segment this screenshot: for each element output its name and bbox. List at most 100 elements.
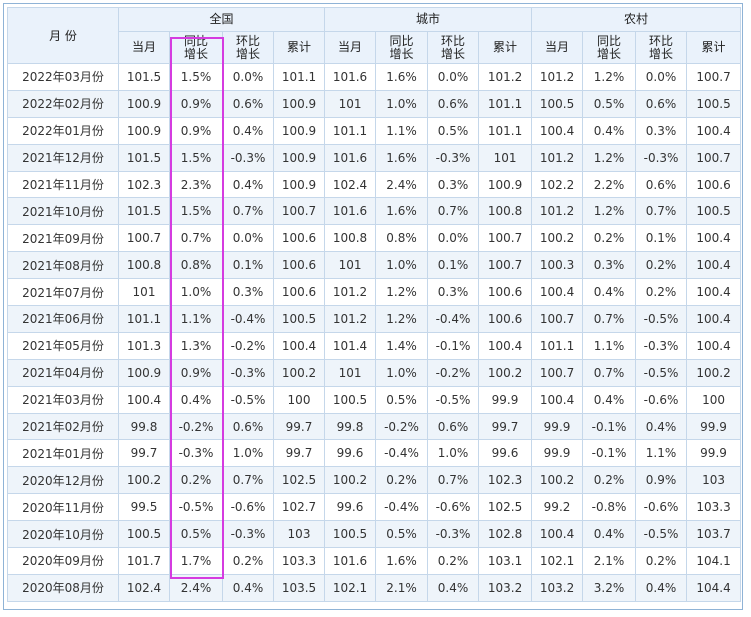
value-cell: 0.9% bbox=[635, 466, 688, 495]
month-cell: 2022年03月份 bbox=[7, 63, 119, 91]
value-cell: 0.2% bbox=[635, 278, 688, 307]
value-cell: 99.8 bbox=[118, 412, 170, 441]
value-cell: 100.2 bbox=[531, 224, 584, 253]
value-cell: 100.5 bbox=[686, 89, 742, 118]
value-cell: 100.4 bbox=[686, 251, 742, 280]
value-cell: 0.7% bbox=[169, 224, 223, 253]
value-cell: 100.7 bbox=[118, 224, 170, 253]
value-cell: 100.7 bbox=[686, 143, 742, 172]
value-cell: 0.3% bbox=[635, 116, 688, 145]
sub-header-line1: 当月 bbox=[131, 40, 156, 54]
value-cell: 101.1 bbox=[324, 116, 377, 145]
value-cell: 0.9% bbox=[169, 89, 223, 118]
value-cell: 101.2 bbox=[531, 63, 584, 91]
table-row: 2021年10月份 101.5 1.5% 0.7% 100.7 101.6 1.6% 0.7%… bbox=[7, 197, 742, 226]
value-cell: 102.5 bbox=[478, 493, 533, 522]
value-cell: 103.2 bbox=[478, 573, 533, 602]
value-cell: 100.2 bbox=[272, 358, 326, 387]
value-cell: -0.1% bbox=[582, 412, 637, 441]
value-cell: 101.1 bbox=[118, 305, 170, 333]
value-cell: 1.1% bbox=[375, 116, 429, 145]
value-cell: 100.4 bbox=[118, 385, 170, 414]
value-cell: 100.7 bbox=[478, 251, 533, 280]
value-cell: -0.3% bbox=[222, 143, 274, 172]
value-cell: 100.4 bbox=[531, 385, 584, 414]
month-header: 月 份 bbox=[7, 7, 119, 64]
sub-header-national-3: 累计 bbox=[272, 31, 326, 64]
value-cell: -0.2% bbox=[427, 358, 480, 387]
value-cell: 1.1% bbox=[582, 331, 637, 360]
value-cell: 0.4% bbox=[582, 278, 637, 307]
value-cell: 0.5% bbox=[582, 89, 637, 118]
value-cell: 100.9 bbox=[272, 89, 326, 118]
month-cell: 2020年10月份 bbox=[7, 520, 119, 549]
value-cell: 102.1 bbox=[531, 547, 584, 575]
value-cell: 99.7 bbox=[272, 439, 326, 468]
value-cell: 0.4% bbox=[582, 385, 637, 414]
value-cell: 0.0% bbox=[635, 63, 688, 91]
value-cell: -0.5% bbox=[635, 520, 688, 549]
month-cell: 2021年01月份 bbox=[7, 439, 119, 468]
table-row: 2021年07月份 101 1.0% 0.3% 100.6 101.2 1.2% 0.3% 10… bbox=[7, 278, 742, 307]
table-row: 2020年11月份 99.5 -0.5% -0.6% 102.7 99.6 -0.4% -0.… bbox=[7, 493, 742, 522]
value-cell: 100.9 bbox=[478, 170, 533, 199]
value-cell: 102.8 bbox=[478, 520, 533, 549]
value-cell: 0.4% bbox=[582, 116, 637, 145]
value-cell: 101 bbox=[324, 251, 377, 280]
value-cell: 100.8 bbox=[478, 197, 533, 226]
value-cell: 2.4% bbox=[169, 573, 223, 602]
value-cell: 0.2% bbox=[635, 547, 688, 575]
value-cell: 101.2 bbox=[478, 63, 533, 91]
value-cell: 102.1 bbox=[324, 573, 377, 602]
value-cell: 100.9 bbox=[118, 358, 170, 387]
value-cell: 100.3 bbox=[531, 251, 584, 280]
table-row: 2021年03月份 100.4 0.4% -0.5% 100 100.5 0.5% -0.5%… bbox=[7, 385, 742, 414]
value-cell: -0.3% bbox=[427, 520, 480, 549]
month-cell: 2022年02月份 bbox=[7, 89, 119, 118]
value-cell: 103.3 bbox=[686, 493, 742, 522]
value-cell: 101 bbox=[324, 89, 377, 118]
value-cell: 0.9% bbox=[169, 358, 223, 387]
value-cell: 1.3% bbox=[169, 331, 223, 360]
value-cell: 102.2 bbox=[531, 170, 584, 199]
value-cell: 100.6 bbox=[686, 170, 742, 199]
value-cell: 99.8 bbox=[324, 412, 377, 441]
value-cell: 102.4 bbox=[324, 170, 377, 199]
value-cell: 1.4% bbox=[375, 331, 429, 360]
value-cell: 0.4% bbox=[635, 412, 688, 441]
value-cell: -0.2% bbox=[222, 331, 274, 360]
value-cell: 0.2% bbox=[582, 466, 637, 495]
value-cell: -0.4% bbox=[375, 439, 429, 468]
value-cell: -0.5% bbox=[427, 385, 480, 414]
sub-header-rural-3: 累计 bbox=[686, 31, 742, 64]
sub-header-line1: 当月 bbox=[545, 40, 570, 54]
value-cell: 99.6 bbox=[478, 439, 533, 468]
value-cell: 0.2% bbox=[375, 466, 429, 495]
value-cell: 103.3 bbox=[272, 547, 326, 575]
value-cell: 1.0% bbox=[375, 358, 429, 387]
value-cell: 100.4 bbox=[686, 331, 742, 360]
value-cell: 0.4% bbox=[582, 520, 637, 549]
value-cell: 100.6 bbox=[272, 224, 326, 253]
value-cell: 1.0% bbox=[427, 439, 480, 468]
value-cell: 100.9 bbox=[272, 116, 326, 145]
table-row: 2021年06月份 101.1 1.1% -0.4% 100.5 101.2 1.2% -0.… bbox=[7, 305, 742, 333]
value-cell: 1.0% bbox=[375, 251, 429, 280]
value-cell: 1.1% bbox=[635, 439, 688, 468]
value-cell: 101 bbox=[478, 143, 533, 172]
value-cell: 1.0% bbox=[375, 89, 429, 118]
sub-header-row: 当月 同比 增长 环比 增长 累计 当月 同比 增长 环比 增长 累计 当月 同比 增长 环比 增长 累计 bbox=[8, 31, 742, 64]
value-cell: 0.0% bbox=[427, 224, 480, 253]
value-cell: 99.9 bbox=[531, 412, 584, 441]
table-row: 2021年04月份 100.9 0.9% -0.3% 100.2 101 1.0% -0.2%… bbox=[7, 358, 742, 387]
value-cell: 101 bbox=[118, 278, 170, 307]
table-row: 2021年05月份 101.3 1.3% -0.2% 100.4 101.4 1.4% -0.… bbox=[7, 331, 742, 360]
value-cell: 0.4% bbox=[222, 170, 274, 199]
value-cell: 2.2% bbox=[582, 170, 637, 199]
sub-header-line1: 同比 bbox=[597, 33, 622, 48]
month-cell: 2020年11月份 bbox=[7, 493, 119, 522]
value-cell: 1.2% bbox=[375, 305, 429, 333]
month-cell: 2021年08月份 bbox=[7, 251, 119, 280]
value-cell: 1.7% bbox=[169, 547, 223, 575]
value-cell: -0.6% bbox=[427, 493, 480, 522]
